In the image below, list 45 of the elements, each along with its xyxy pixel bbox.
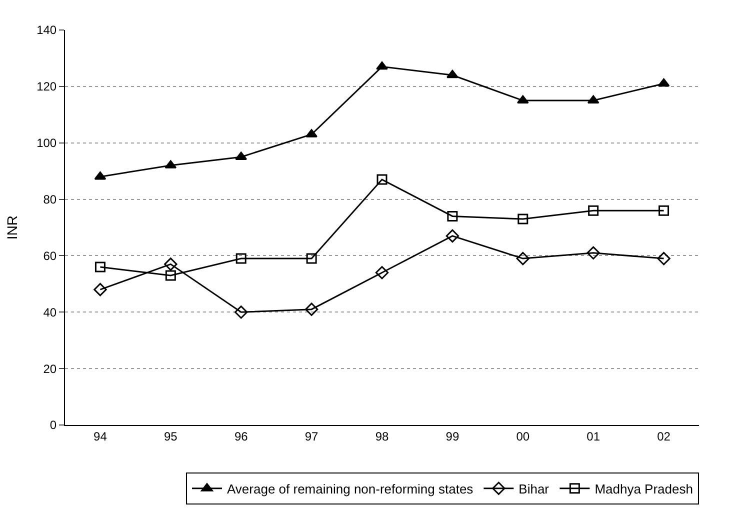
point [516,252,530,266]
y-tick-label: 40 [43,305,57,320]
y-tick-label: 0 [50,418,57,432]
point [587,95,600,104]
point [447,210,458,222]
y-tick-label: 140 [36,23,57,38]
x-tick-label: 01 [586,429,600,444]
point [518,214,528,224]
point [164,258,178,271]
legend-label: Bihar [518,481,550,496]
point [586,246,600,260]
y-tick-label: 60 [43,248,57,263]
point [658,205,670,216]
x-tick-label: 02 [657,429,671,444]
point [306,253,317,264]
x-tick-label: 94 [94,429,108,444]
point [446,70,458,78]
point [165,270,176,281]
point [94,282,107,296]
y-tick-label: 120 [36,80,57,94]
y-axis-title: INR [4,215,20,240]
y-tick-label: 100 [36,136,57,150]
y-tick-label: 20 [43,362,57,376]
x-tick-label: 96 [234,429,248,444]
point [657,252,670,266]
point [304,302,318,316]
point [516,95,529,104]
x-tick-label: 99 [446,429,460,444]
y-tick-label: 80 [43,192,57,206]
point [94,262,106,272]
point [94,171,106,180]
point [446,229,460,243]
x-tick-label: 98 [375,429,389,444]
legend-label: Average of remaining non-reforming states [227,481,474,496]
point [588,205,599,216]
x-tick-label: 00 [516,429,530,444]
x-tick-label: 95 [164,429,178,444]
point [376,61,388,70]
legend-label: Madhya Pradesh [594,481,693,496]
x-tick-label: 97 [304,429,319,444]
point [375,266,389,280]
point [234,306,248,319]
point [236,253,246,264]
point [376,174,388,185]
point [658,78,670,87]
